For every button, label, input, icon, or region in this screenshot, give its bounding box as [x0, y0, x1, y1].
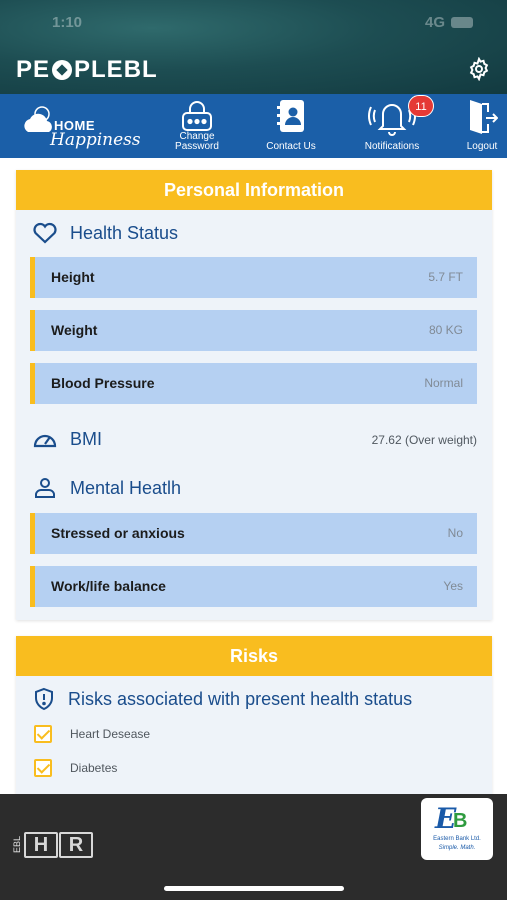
- risk-item-diabetes[interactable]: Diabetes: [34, 758, 117, 778]
- lock-icon: [182, 101, 212, 131]
- bank-mark-b: B: [453, 810, 468, 832]
- risks-heading-label: Risks associated with present health sta…: [68, 688, 413, 709]
- risks-heading: Risks associated with present health sta…: [32, 686, 412, 712]
- status-time: 1:10: [52, 14, 83, 31]
- risks-title: Risks: [16, 636, 492, 676]
- height-label: Height: [51, 269, 95, 285]
- change-password-label-line2: Password: [175, 141, 219, 152]
- checkbox-checked-icon[interactable]: [34, 759, 52, 777]
- bmi-value: 27.62 (Over weight): [371, 433, 477, 447]
- app-header: 1:10 4G PE PLEBL: [0, 0, 507, 94]
- notifications-label: Notifications: [364, 141, 420, 152]
- logout-label: Logout: [466, 141, 498, 152]
- change-password-button[interactable]: Change Password: [166, 94, 228, 158]
- blood-pressure-label: Blood Pressure: [51, 375, 155, 391]
- eastern-bank-logo: E B Eastern Bank Ltd. Simple. Math.: [421, 798, 493, 860]
- bank-mark-e: E: [435, 802, 457, 835]
- bank-tagline: Simple. Math.: [438, 845, 476, 851]
- hr-letter-h: H: [24, 832, 58, 858]
- ebl-hr-logo: EBL H R: [12, 830, 94, 860]
- health-status-heading: Health Status: [32, 220, 178, 246]
- main-content[interactable]: Personal Information Health Status Heigh…: [0, 158, 507, 794]
- contact-us-label: Contact Us: [266, 141, 316, 152]
- height-value: 5.7 FT: [428, 270, 463, 284]
- work-life-label: Work/life balance: [51, 578, 166, 594]
- contact-us-button[interactable]: Contact Us: [258, 94, 324, 158]
- brand-right: PLEBL: [74, 56, 158, 83]
- gear-icon[interactable]: [467, 57, 491, 81]
- personal-information-card: Personal Information Health Status Heigh…: [16, 170, 492, 620]
- cloud-sun-icon: [24, 106, 52, 132]
- brand-left: PE: [16, 56, 51, 83]
- stressed-label: Stressed or anxious: [51, 525, 185, 541]
- app-logo: PE PLEBL: [16, 56, 158, 84]
- logout-button[interactable]: Logout: [462, 94, 502, 158]
- blood-pressure-value: Normal: [424, 376, 463, 390]
- bell-icon: [368, 104, 416, 136]
- ebl-vertical-text: EBL: [12, 836, 22, 854]
- change-password-label-line1: Change: [179, 131, 215, 142]
- notification-badge: 11: [408, 95, 434, 117]
- home-of-happiness-logo[interactable]: HOME Happiness: [22, 98, 141, 152]
- contact-book-icon: [277, 100, 304, 132]
- health-row-blood-pressure: Blood Pressure Normal: [30, 363, 477, 404]
- hr-letter-r: R: [59, 832, 93, 858]
- football-icon: [52, 60, 73, 80]
- mental-health-label: Mental Heatlh: [70, 477, 182, 498]
- work-life-value: Yes: [443, 579, 463, 593]
- health-status-label: Health Status: [70, 222, 179, 243]
- health-row-height: Height 5.7 FT: [30, 257, 477, 298]
- person-icon: [35, 478, 55, 498]
- bank-name: Eastern Bank Ltd.: [433, 836, 481, 842]
- risk-heart-label: Heart Desease: [70, 727, 151, 741]
- network-indicator: 4G: [424, 14, 445, 31]
- risk-diabetes-label: Diabetes: [70, 761, 118, 775]
- personal-information-title: Personal Information: [16, 170, 492, 210]
- home-indicator[interactable]: [164, 886, 344, 891]
- bmi-label: BMI: [70, 428, 103, 449]
- status-bar: 1:10 4G: [0, 12, 507, 34]
- battery-icon: [451, 17, 473, 28]
- weight-value: 80 KG: [428, 323, 463, 337]
- speedometer-icon: [33, 434, 57, 448]
- mental-row-stressed: Stressed or anxious No: [30, 513, 477, 554]
- mental-row-work-life: Work/life balance Yes: [30, 566, 477, 607]
- home-logo-line2: Happiness: [50, 130, 141, 150]
- logout-door-icon: [470, 100, 498, 134]
- mental-health-heading: Mental Heatlh: [32, 475, 181, 501]
- shield-alert-icon: [35, 687, 53, 711]
- checkbox-checked-icon[interactable]: [34, 725, 52, 743]
- home-logo-line1: HOME: [54, 118, 95, 133]
- risk-item-heart[interactable]: Heart Desease: [34, 724, 150, 744]
- stressed-value: No: [447, 526, 463, 540]
- risks-card: Risks Risks associated with present heal…: [16, 636, 492, 794]
- notifications-button[interactable]: Notifications: [358, 94, 426, 158]
- weight-label: Weight: [51, 322, 98, 338]
- heart-icon: [33, 222, 57, 244]
- health-row-weight: Weight 80 KG: [30, 310, 477, 351]
- bmi-heading: BMI: [32, 426, 102, 452]
